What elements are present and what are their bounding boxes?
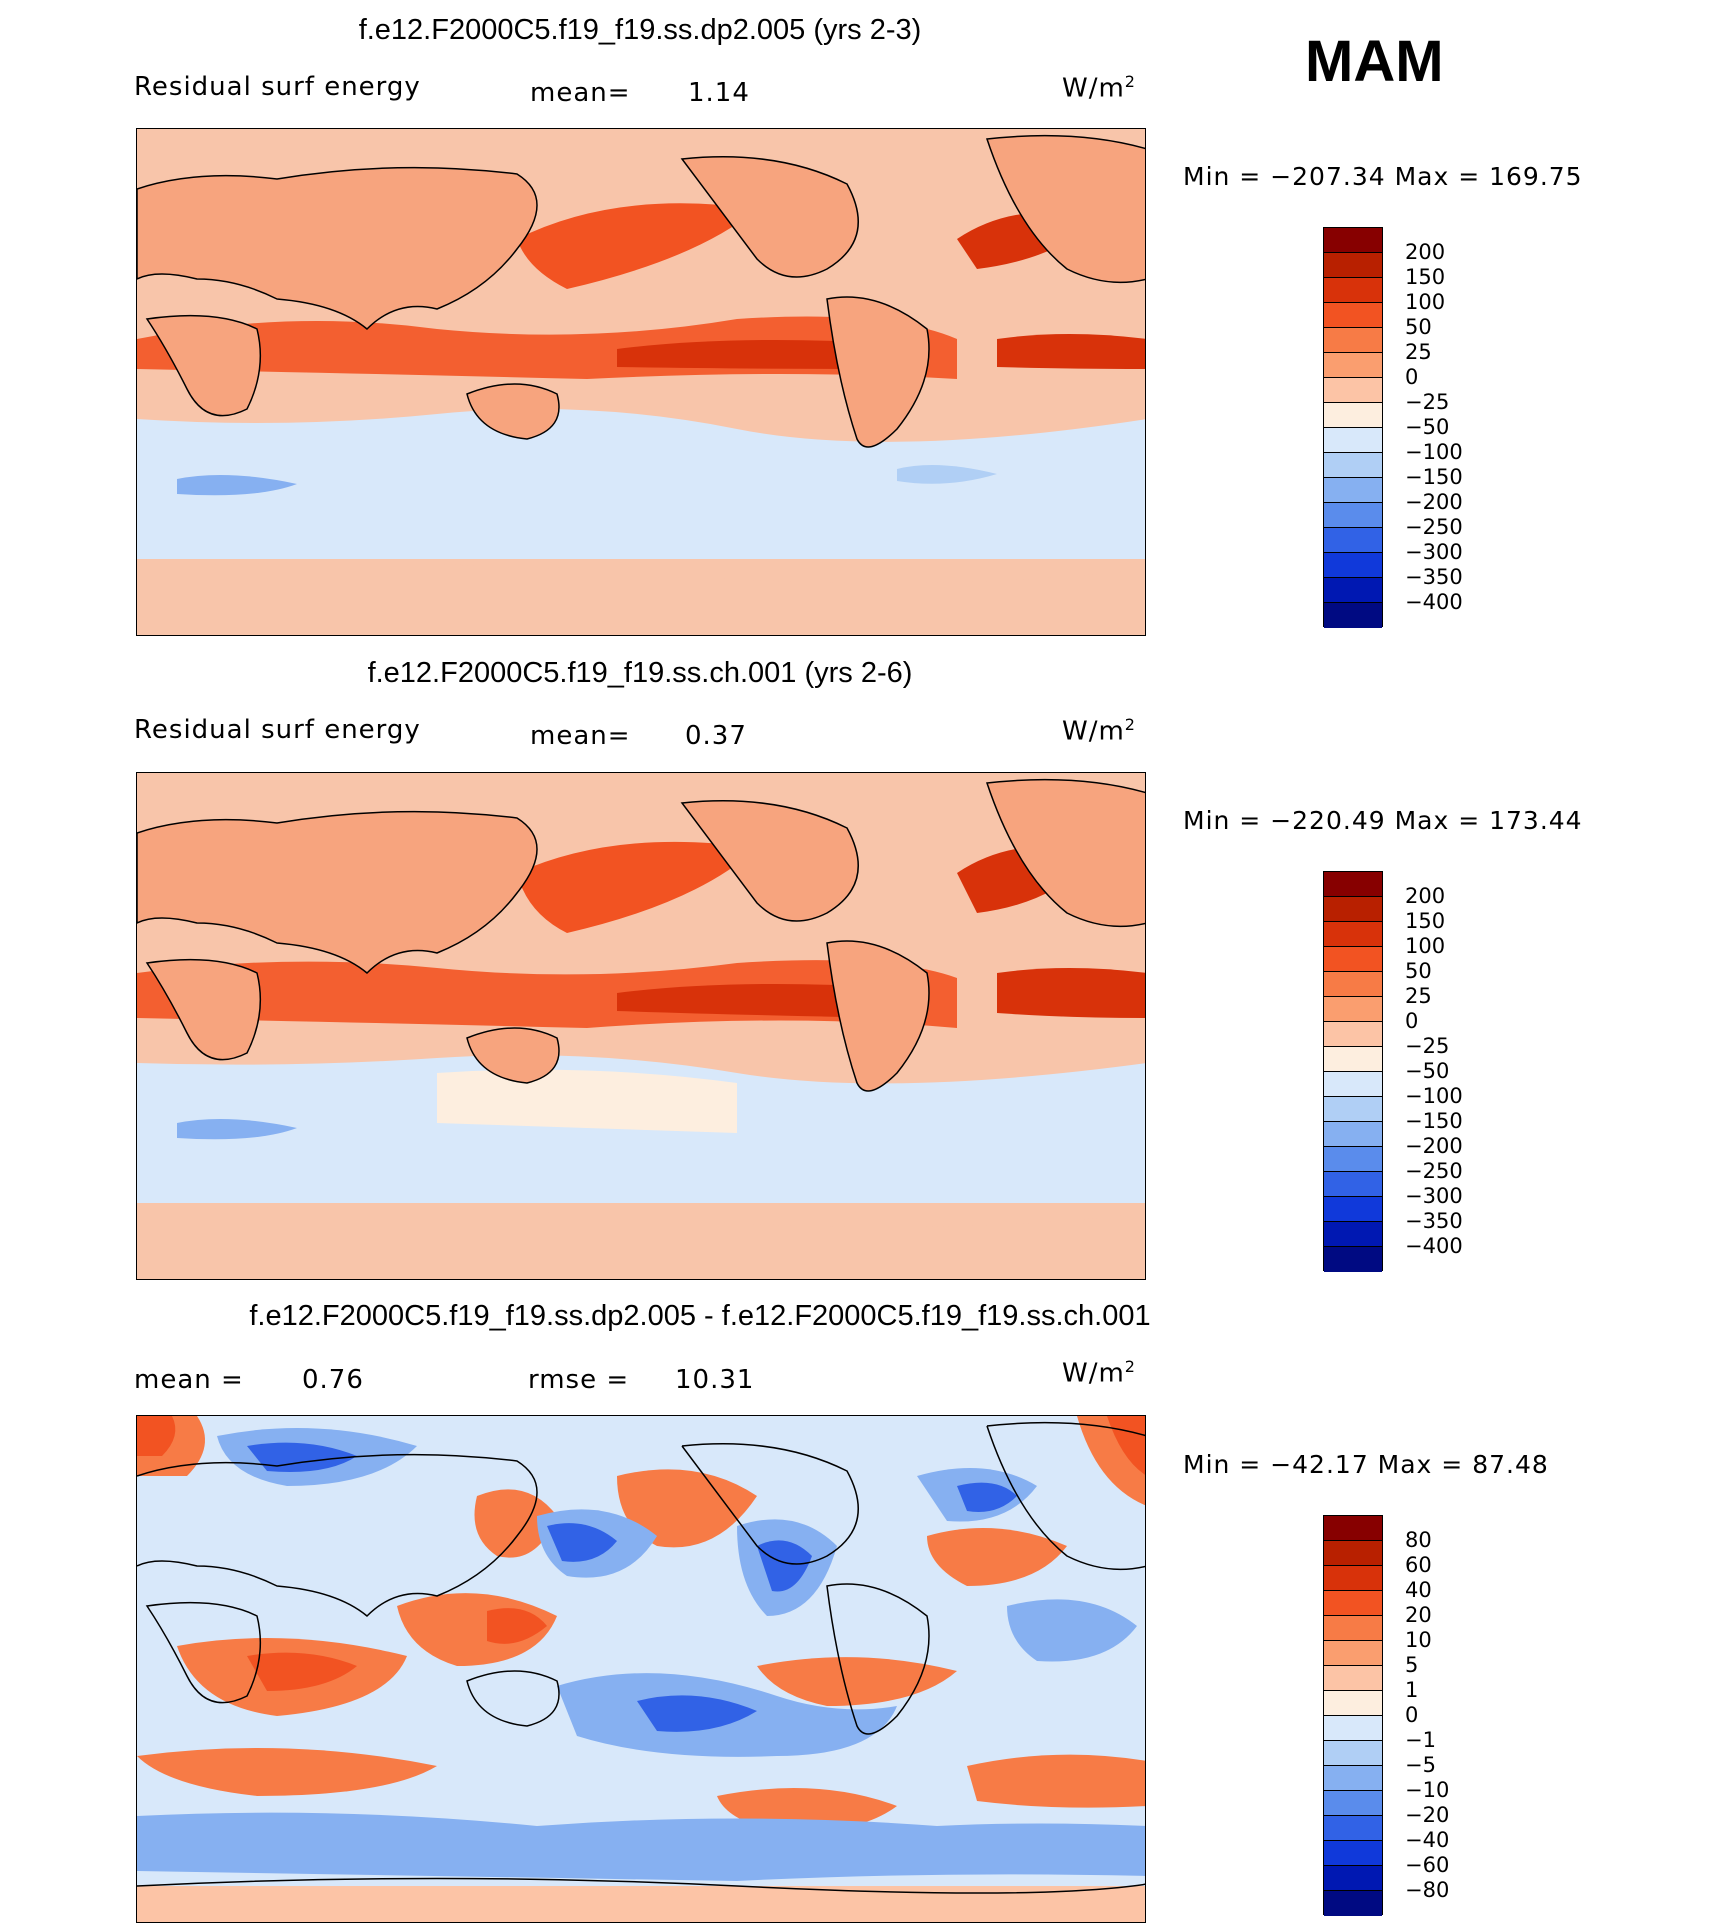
cb1-label: −200 bbox=[1405, 490, 1463, 514]
panel3-minmax: Min = −42.17 Max = 87.48 bbox=[1183, 1450, 1549, 1479]
cb3-label: 10 bbox=[1405, 1628, 1432, 1652]
cb1-label: −300 bbox=[1405, 540, 1463, 564]
panel1-variable-label: Residual surf energy bbox=[134, 72, 421, 102]
panel2-units: W/m2 bbox=[1062, 715, 1136, 747]
cb3-label: 60 bbox=[1405, 1553, 1432, 1577]
cb2-label: 150 bbox=[1405, 909, 1446, 933]
panel2-colorbar bbox=[1323, 871, 1383, 1272]
panel3-rmse-value: 10.31 bbox=[675, 1365, 755, 1395]
cb1-label: −400 bbox=[1405, 590, 1463, 614]
cb1-label: 25 bbox=[1405, 340, 1432, 364]
cb3-label: 40 bbox=[1405, 1578, 1432, 1602]
panel2-mean-value: 0.37 bbox=[685, 721, 747, 751]
panel1-map bbox=[136, 128, 1146, 636]
panel1-mean-label: mean= bbox=[530, 78, 631, 108]
cb1-label: 150 bbox=[1405, 265, 1446, 289]
cb2-label: 0 bbox=[1405, 1009, 1419, 1033]
cb1-label: −250 bbox=[1405, 515, 1463, 539]
cb2-label: −350 bbox=[1405, 1209, 1463, 1233]
season-label: MAM bbox=[1305, 29, 1444, 94]
cb1-label: −50 bbox=[1405, 415, 1450, 439]
cb2-label: −400 bbox=[1405, 1234, 1463, 1258]
panel3-units: W/m2 bbox=[1062, 1357, 1136, 1389]
cb3-label: −80 bbox=[1405, 1878, 1450, 1902]
cb3-label: 0 bbox=[1405, 1703, 1419, 1727]
panel2-mean-label: mean= bbox=[530, 721, 631, 751]
cb2-label: −100 bbox=[1405, 1084, 1463, 1108]
cb3-label: 80 bbox=[1405, 1528, 1432, 1552]
panel3-mean-label: mean = bbox=[134, 1365, 244, 1395]
cb3-label: 1 bbox=[1405, 1678, 1419, 1702]
cb2-label: 25 bbox=[1405, 984, 1432, 1008]
cb1-label: 0 bbox=[1405, 365, 1419, 389]
cb3-label: −10 bbox=[1405, 1778, 1450, 1802]
panel3-map-svg bbox=[137, 1416, 1145, 1922]
panel2-variable-label: Residual surf energy bbox=[134, 715, 421, 745]
panel2-title: f.e12.F2000C5.f19_f19.ss.ch.001 (yrs 2-6… bbox=[367, 657, 913, 689]
panel3-colorbar-labels: 80 60 40 20 10 5 1 0 −1 −5 −10 −20 −40 −… bbox=[1405, 1515, 1495, 1915]
panel2-minmax: Min = −220.49 Max = 173.44 bbox=[1183, 806, 1583, 835]
panel3-rmse-label: rmse = bbox=[528, 1365, 630, 1395]
cb1-label: 100 bbox=[1405, 290, 1446, 314]
panel1-minmax: Min = −207.34 Max = 169.75 bbox=[1183, 162, 1583, 191]
panel2-colorbar-labels: 200 150 100 50 25 0 −25 −50 −100 −150 −2… bbox=[1405, 871, 1495, 1271]
cb1-label: −150 bbox=[1405, 465, 1463, 489]
cb1-label: −25 bbox=[1405, 390, 1450, 414]
cb2-label: −25 bbox=[1405, 1034, 1450, 1058]
cb3-label: 20 bbox=[1405, 1603, 1432, 1627]
cb2-label: −200 bbox=[1405, 1134, 1463, 1158]
cb2-label: 200 bbox=[1405, 884, 1446, 908]
panel3-title: f.e12.F2000C5.f19_f19.ss.dp2.005 - f.e12… bbox=[249, 1300, 1151, 1332]
panel1-title: f.e12.F2000C5.f19_f19.ss.dp2.005 (yrs 2-… bbox=[358, 14, 922, 46]
cb2-label: −250 bbox=[1405, 1159, 1463, 1183]
cb1-label: 50 bbox=[1405, 315, 1432, 339]
cb2-label: 100 bbox=[1405, 934, 1446, 958]
panel3-map bbox=[136, 1415, 1146, 1923]
cb1-label: −100 bbox=[1405, 440, 1463, 464]
panel1-mean-value: 1.14 bbox=[688, 78, 750, 108]
cb2-label: 50 bbox=[1405, 959, 1432, 983]
panel3-colorbar bbox=[1323, 1515, 1383, 1916]
panel2-map bbox=[136, 772, 1146, 1280]
cb2-label: −50 bbox=[1405, 1059, 1450, 1083]
cb3-label: −1 bbox=[1405, 1728, 1436, 1752]
cb3-label: −40 bbox=[1405, 1828, 1450, 1852]
cb3-label: −60 bbox=[1405, 1853, 1450, 1877]
cb1-label: 200 bbox=[1405, 240, 1446, 264]
cb3-label: −5 bbox=[1405, 1753, 1436, 1777]
cb2-label: −150 bbox=[1405, 1109, 1463, 1133]
panel1-colorbar-labels: 200 150 100 50 25 0 −25 −50 −100 −150 −2… bbox=[1405, 227, 1495, 627]
cb2-label: −300 bbox=[1405, 1184, 1463, 1208]
panel1-colorbar bbox=[1323, 227, 1383, 628]
cb1-label: −350 bbox=[1405, 565, 1463, 589]
panel1-map-svg bbox=[137, 129, 1145, 635]
cb3-label: −20 bbox=[1405, 1803, 1450, 1827]
cb3-label: 5 bbox=[1405, 1653, 1419, 1677]
panel2-map-svg bbox=[137, 773, 1145, 1279]
panel1-units: W/m2 bbox=[1062, 72, 1136, 104]
panel3-mean-value: 0.76 bbox=[302, 1365, 364, 1395]
